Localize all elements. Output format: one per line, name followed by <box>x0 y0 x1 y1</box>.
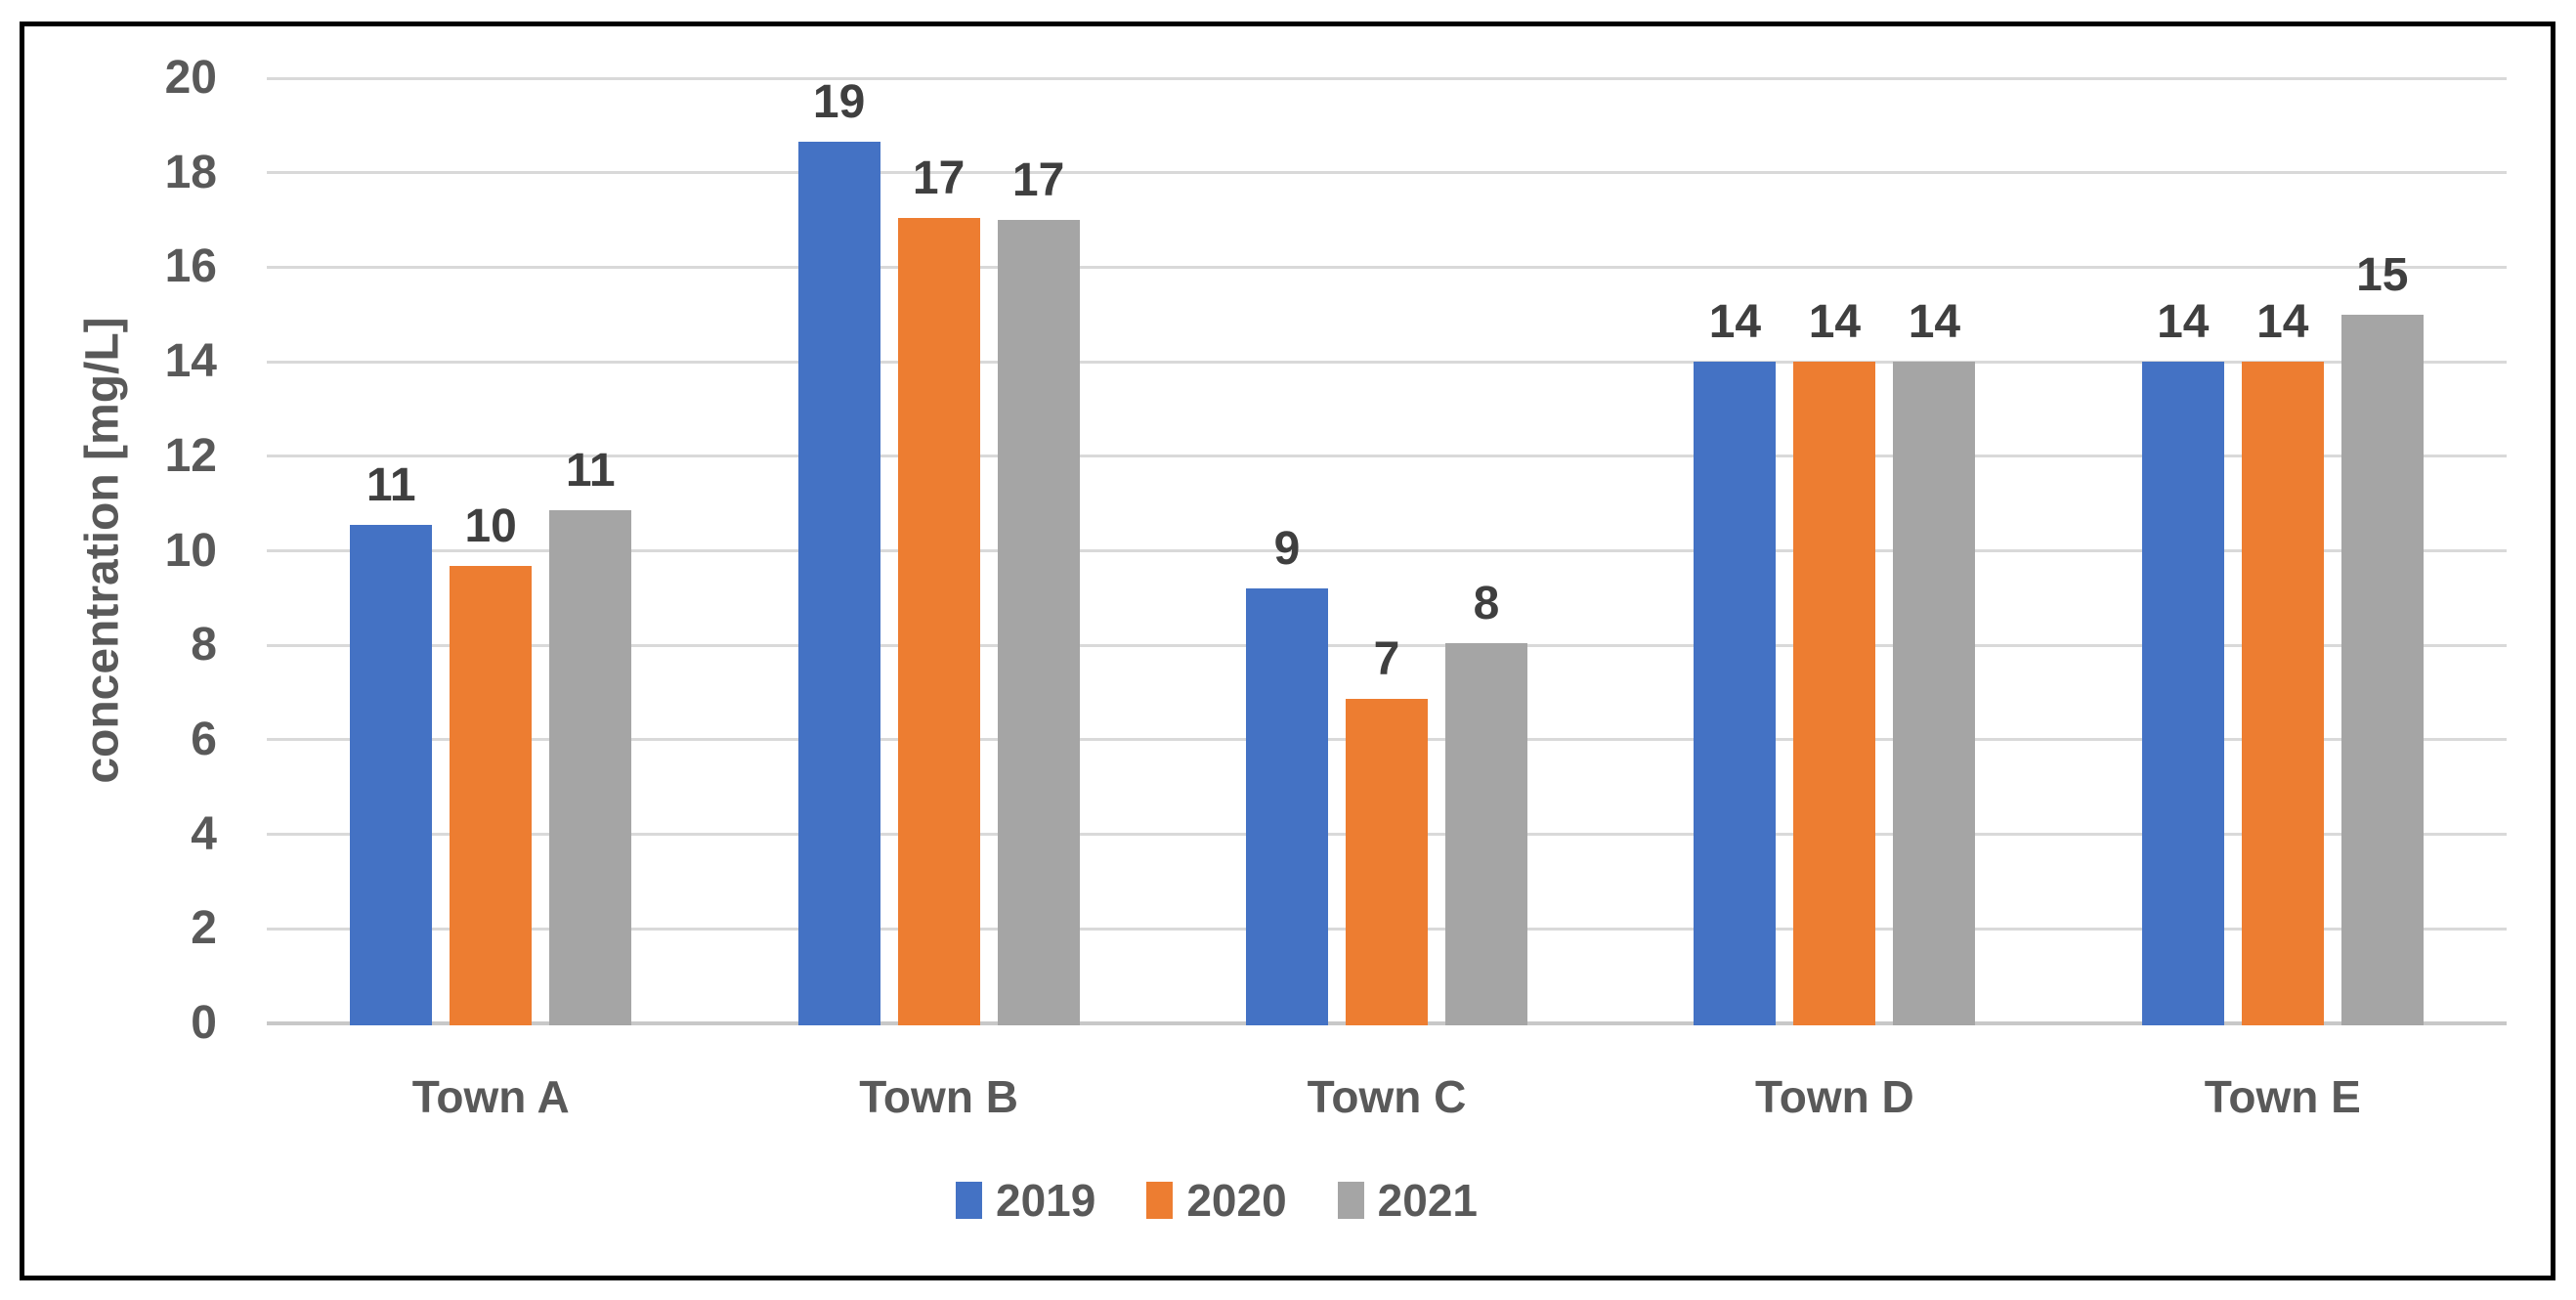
data-label-2019-town-a: 11 <box>365 458 416 511</box>
y-tick-label-10: 10 <box>164 524 217 577</box>
legend-item-2020: 2020 <box>1146 1175 1287 1226</box>
y-tick-label-4: 4 <box>191 807 217 860</box>
y-tick-label-6: 6 <box>191 713 217 765</box>
bar-2021-town-c <box>1445 642 1527 1025</box>
category-label-town-a: Town A <box>411 1071 570 1122</box>
legend-swatch-2020 <box>1146 1182 1174 1219</box>
bar-2019-town-b <box>797 142 880 1025</box>
legend-item-2019: 2019 <box>955 1175 1096 1226</box>
legend-swatch-2019 <box>955 1182 982 1219</box>
gridline-10 <box>267 549 2507 552</box>
bar-2019-town-e <box>2141 362 2224 1025</box>
y-axis-title: concentration [mg/L] <box>76 317 129 784</box>
data-label-2021-town-e: 15 <box>2356 248 2409 301</box>
y-tick-label-12: 12 <box>164 429 217 482</box>
y-tick-label-18: 18 <box>164 146 217 198</box>
category-label-town-d: Town D <box>1755 1071 1914 1122</box>
bar-2021-town-a <box>549 509 632 1025</box>
y-tick-label-14: 14 <box>164 335 217 388</box>
y-tick-label-2: 2 <box>191 902 217 955</box>
gridline-8 <box>267 643 2507 647</box>
data-label-2019-town-c: 9 <box>1273 523 1301 576</box>
legend: 2019 2020 2021 <box>955 1175 1479 1226</box>
data-label-2020-town-e: 14 <box>2256 296 2309 349</box>
y-tick-label-20: 20 <box>164 52 217 104</box>
legend-item-2021: 2021 <box>1337 1175 1479 1226</box>
bar-2020-town-a <box>450 565 533 1025</box>
bar-2019-town-c <box>1246 588 1328 1025</box>
gridline-16 <box>267 265 2507 269</box>
bar-2021-town-b <box>997 220 1080 1025</box>
legend-label-2020: 2020 <box>1186 1175 1287 1226</box>
data-label-2020-town-b: 17 <box>912 152 966 204</box>
data-label-2019-town-b: 19 <box>812 76 866 129</box>
bar-2019-town-d <box>1694 362 1777 1025</box>
data-label-2020-town-c: 7 <box>1373 632 1400 685</box>
category-label-town-e: Town E <box>2204 1071 2361 1122</box>
category-label-town-b: Town B <box>859 1071 1018 1122</box>
bar-2021-town-e <box>2340 314 2424 1025</box>
y-tick-label-0: 0 <box>191 997 217 1049</box>
gridline-12 <box>267 455 2507 458</box>
legend-swatch-2021 <box>1337 1182 1364 1219</box>
data-label-2020-town-a: 10 <box>464 499 517 552</box>
bar-2020-town-d <box>1793 362 1876 1025</box>
data-label-2019-town-d: 14 <box>1708 296 1762 349</box>
legend-label-2019: 2019 <box>995 1175 1096 1226</box>
bar-2019-town-a <box>350 524 433 1025</box>
legend-label-2021: 2021 <box>1377 1175 1479 1226</box>
y-tick-label-8: 8 <box>191 619 217 672</box>
data-label-2020-town-d: 14 <box>1808 296 1862 349</box>
data-label-2019-town-e: 14 <box>2157 296 2210 349</box>
data-label-2021-town-c: 8 <box>1473 577 1500 629</box>
bar-2020-town-c <box>1346 698 1428 1025</box>
chart-border <box>20 22 2555 1280</box>
category-label-town-c: Town C <box>1307 1071 1467 1122</box>
data-label-2021-town-d: 14 <box>1908 296 1961 349</box>
gridline-14 <box>267 360 2507 364</box>
y-tick-label-16: 16 <box>164 240 217 293</box>
data-label-2021-town-a: 11 <box>565 444 616 497</box>
data-label-2021-town-b: 17 <box>1011 154 1065 207</box>
bar-2021-town-d <box>1893 362 1976 1025</box>
bar-2020-town-e <box>2241 362 2324 1025</box>
gridline-20 <box>267 76 2507 80</box>
gridline-18 <box>267 171 2507 175</box>
bar-2020-town-b <box>897 217 980 1025</box>
